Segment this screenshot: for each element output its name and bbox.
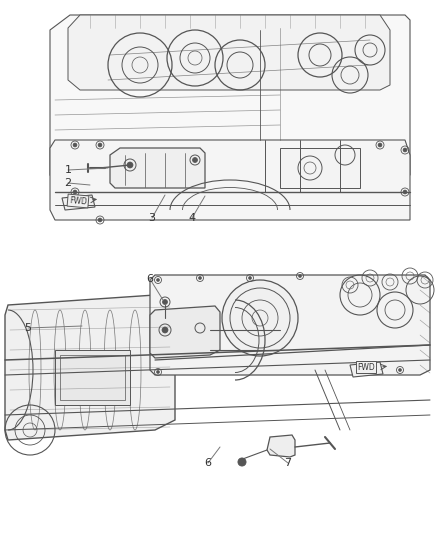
Circle shape (198, 277, 201, 279)
Circle shape (399, 368, 402, 372)
Circle shape (156, 279, 159, 281)
Bar (280, 148, 360, 188)
Polygon shape (5, 295, 175, 440)
Text: 2: 2 (64, 178, 71, 188)
Polygon shape (68, 15, 390, 90)
Circle shape (238, 458, 246, 466)
Circle shape (98, 143, 102, 147)
Circle shape (222, 280, 298, 356)
Polygon shape (62, 195, 95, 210)
Text: 7: 7 (284, 458, 292, 468)
Polygon shape (50, 15, 410, 185)
Circle shape (299, 274, 301, 278)
Text: 6: 6 (146, 274, 153, 284)
Bar (55, 350, 130, 405)
Polygon shape (110, 148, 205, 188)
Circle shape (192, 157, 198, 163)
Text: 1: 1 (64, 165, 71, 175)
Circle shape (403, 190, 407, 194)
Circle shape (98, 218, 102, 222)
Circle shape (403, 148, 407, 152)
Text: 3: 3 (148, 213, 155, 223)
Polygon shape (350, 362, 383, 377)
Circle shape (73, 190, 77, 194)
Polygon shape (267, 435, 295, 457)
Circle shape (156, 370, 159, 374)
Polygon shape (150, 275, 430, 375)
Circle shape (127, 162, 133, 168)
Text: 4: 4 (188, 213, 195, 223)
Circle shape (248, 277, 251, 279)
Circle shape (162, 327, 168, 333)
Circle shape (162, 300, 167, 304)
Polygon shape (50, 140, 410, 220)
Circle shape (73, 143, 77, 147)
Text: 5: 5 (25, 323, 32, 333)
Polygon shape (150, 306, 220, 358)
Circle shape (378, 143, 382, 147)
Bar (60, 355, 125, 400)
Text: FWD: FWD (357, 362, 375, 372)
Text: FWD: FWD (69, 196, 87, 206)
Text: 6: 6 (205, 458, 212, 468)
